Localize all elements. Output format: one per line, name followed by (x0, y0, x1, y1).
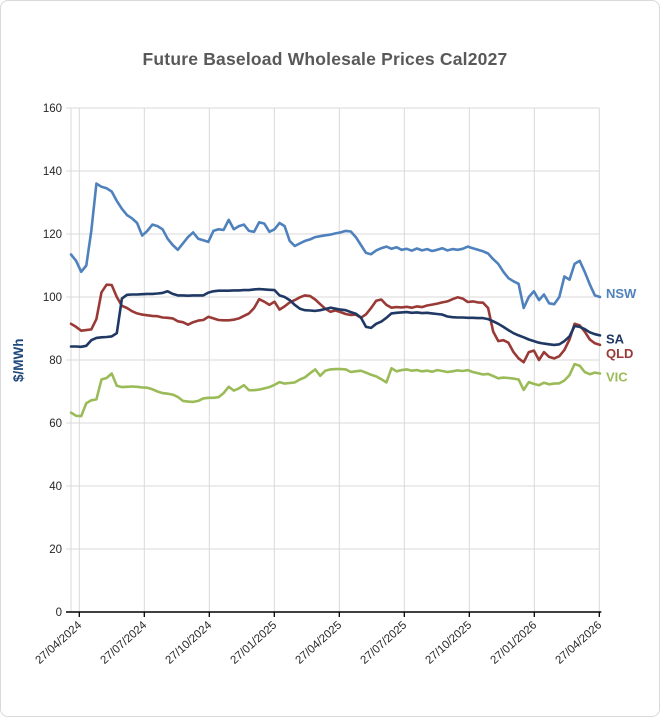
x-axis-tick-label: 27/04/2025 (294, 619, 345, 666)
series-label-sa: SA (606, 331, 625, 346)
y-axis-tick-label: 20 (49, 544, 62, 556)
y-axis-tick-label: 60 (49, 418, 62, 430)
y-axis-tick-label: 0 (56, 607, 62, 619)
x-axis-tick-label: 27/07/2024 (99, 619, 150, 667)
series-line-nsw (69, 182, 602, 310)
y-axis-tick-label: 80 (49, 355, 62, 367)
x-axis-tick-label: 27/04/2024 (34, 619, 85, 667)
y-axis-title: $/MWh (11, 339, 26, 383)
series-line-qld (69, 283, 602, 364)
x-axis-tick-label: 27/01/2026 (489, 619, 540, 666)
series-line-sa (69, 287, 602, 349)
y-axis-tick-label: 40 (49, 481, 62, 493)
y-axis-tick-label: 160 (43, 103, 62, 115)
series-line-vic (69, 362, 602, 418)
series-label-qld: QLD (606, 346, 633, 361)
y-axis-tick-label: 100 (43, 292, 62, 304)
x-axis-tick-label: 27/07/2025 (359, 619, 410, 666)
x-axis-tick-label: 27/10/2024 (164, 619, 215, 667)
y-axis-tick-label: 140 (43, 166, 62, 178)
x-axis-tick-label: 27/04/2026 (554, 619, 605, 666)
chart-title: Future Baseload Wholesale Prices Cal2027 (142, 49, 508, 69)
x-axis-tick-label: 27/01/2025 (229, 619, 280, 666)
y-axis-tick-label: 120 (43, 229, 62, 241)
series-label-vic: VIC (606, 370, 628, 385)
series-label-nsw: NSW (606, 286, 637, 301)
x-axis-tick-label: 27/10/2025 (424, 619, 475, 666)
